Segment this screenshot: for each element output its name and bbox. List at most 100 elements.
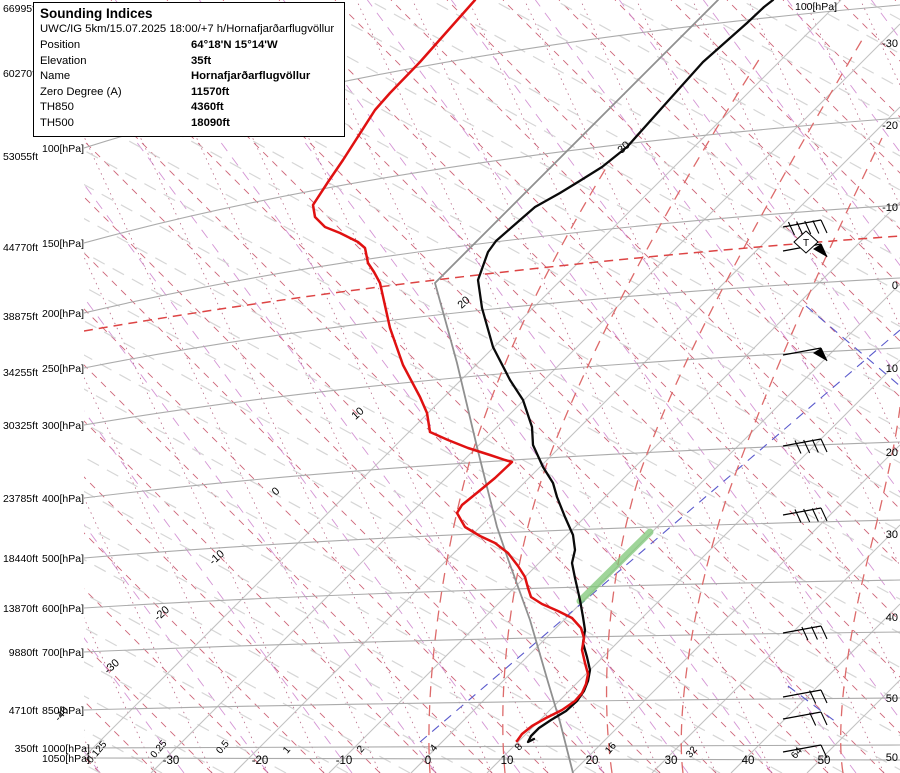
pressure-hpa-label: 1050[hPa] <box>42 753 90 765</box>
parcel-curve <box>434 0 719 773</box>
steep-dotted-line <box>300 0 661 773</box>
temp-right-label: 50 <box>886 752 898 764</box>
pressure-hpa-label: 600[hPa] <box>42 603 84 615</box>
pressure-hpa-label: 250[hPa] <box>42 363 84 375</box>
crimson-dash-line <box>84 196 661 773</box>
isotherm-line <box>328 201 900 773</box>
crimson-dash-line <box>278 0 900 622</box>
pale-moist-line <box>84 422 721 773</box>
mixing-ratio-label: 32 <box>684 744 700 760</box>
temp-bottom-label: -30 <box>163 755 180 767</box>
crimson-dash-line <box>614 0 900 286</box>
pressure-hpa-label: 1000[hPa] <box>42 743 90 755</box>
violet-dash-line <box>703 0 900 267</box>
isotherm-line <box>150 23 900 773</box>
mixing-ratio-label: 16 <box>603 740 619 756</box>
wind-barb <box>782 744 828 759</box>
wind-barb <box>782 711 828 726</box>
moist-adiabat-line <box>680 137 883 773</box>
indices-row: TH850 4360ft <box>40 100 338 116</box>
altitude-ft-label: 350ft <box>15 743 38 755</box>
crimson-dash-line <box>222 0 900 678</box>
pale-moist-line <box>368 0 900 293</box>
index-label: TH500 <box>40 116 74 129</box>
pale-moist-line <box>84 490 597 773</box>
violet-dash-line <box>367 0 900 720</box>
sounding-series <box>311 0 775 773</box>
temp-right-label: 0 <box>892 280 898 292</box>
temp-bottom-label: 40 <box>742 755 755 767</box>
pressure-line <box>84 631 900 653</box>
steep-dotted-line <box>748 0 900 327</box>
steep-dotted-line <box>468 0 829 773</box>
crimson-dash-line <box>558 0 900 342</box>
pressure-line <box>84 744 900 749</box>
highlight-layer <box>576 528 654 605</box>
moist-adiabat-line <box>605 39 863 773</box>
sounding-indices-panel: Sounding Indices UWC/IG 5km/15.07.2025 1… <box>33 2 345 137</box>
steep-dotted-line <box>860 0 900 86</box>
index-label: Zero Degree (A) <box>40 85 122 98</box>
altitude-ft-label: 23785ft <box>3 493 38 505</box>
index-value: 11570ft <box>191 85 230 98</box>
crimson-dash-line <box>390 0 900 510</box>
panel-title: Sounding Indices <box>40 6 153 21</box>
pressure-top-right-label: 100[hPa] <box>795 1 837 13</box>
pressure-hpa-label: 850[hPa] <box>42 705 84 717</box>
crimson-dash-line <box>84 308 549 773</box>
pressure-line <box>84 347 900 426</box>
mixing-ratio-label: 64 <box>789 745 805 761</box>
pressure-hpa-label: 200[hPa] <box>42 308 84 320</box>
indices-table: Position 64°18'N 15°14'W Elevation 35ft Name… <box>40 38 338 132</box>
isotherm-line <box>486 359 900 773</box>
mixing-ratio-lines <box>419 305 900 743</box>
index-label: TH850 <box>40 101 74 114</box>
wind-barb <box>782 219 828 236</box>
tropopause-line <box>84 235 900 332</box>
steep-dotted-line <box>636 0 900 568</box>
violet-dash-line <box>787 0 900 153</box>
pressure-hpa-label: 100[hPa] <box>42 143 84 155</box>
indices-row: Position 64°18'N 15°14'W <box>40 38 338 54</box>
pressure-line <box>84 579 900 609</box>
altitude-ft-label: 9880ft <box>9 647 38 659</box>
indices-row: TH500 18090ft <box>40 116 338 132</box>
altitude-ft-label: 53055ft <box>3 151 38 163</box>
wind-barb <box>782 438 828 454</box>
steep-dotted-line <box>524 0 885 773</box>
crimson-dash-line <box>334 0 900 566</box>
pressure-hpa-label: 500[hPa] <box>42 553 84 565</box>
index-label: Position <box>40 39 81 51</box>
indices-row: Name Hornafjarðarflugvöllur <box>40 69 338 85</box>
pressure-line <box>84 441 900 499</box>
index-value: 64°18'N 15°14'W <box>191 39 278 51</box>
wind-barb-column <box>782 219 828 759</box>
tropopause-marker-diamond <box>793 230 819 254</box>
temp-right-label: -10 <box>882 202 898 214</box>
crimson-dash-line <box>502 0 900 398</box>
pressure-hpa-label: 300[hPa] <box>42 420 84 432</box>
pressure-line <box>84 519 900 559</box>
index-value: 18090ft <box>191 116 230 129</box>
moist-adiabat-line <box>502 57 761 773</box>
pale-moist-line <box>84 558 473 773</box>
altitude-ft-label: 66995ft <box>3 3 38 15</box>
pale-moist-line <box>84 354 845 773</box>
temp-right-label: 30 <box>886 529 898 541</box>
crimson-dash-line <box>782 0 900 118</box>
pale-moist-line <box>182 0 900 396</box>
temp-right-label: -20 <box>882 120 898 132</box>
temp-bottom-label: 30 <box>665 755 678 767</box>
index-label: Elevation <box>40 54 87 67</box>
crimson-dash-line <box>726 0 900 174</box>
indices-row: Zero Degree (A) 11570ft <box>40 85 338 101</box>
pressure-hpa-label: 400[hPa] <box>42 493 84 505</box>
pale-moist-line <box>84 388 783 773</box>
mixing-ratio-label: 1 <box>281 744 293 756</box>
pale-moist-line <box>616 0 900 157</box>
crimson-dash-line <box>670 0 900 230</box>
